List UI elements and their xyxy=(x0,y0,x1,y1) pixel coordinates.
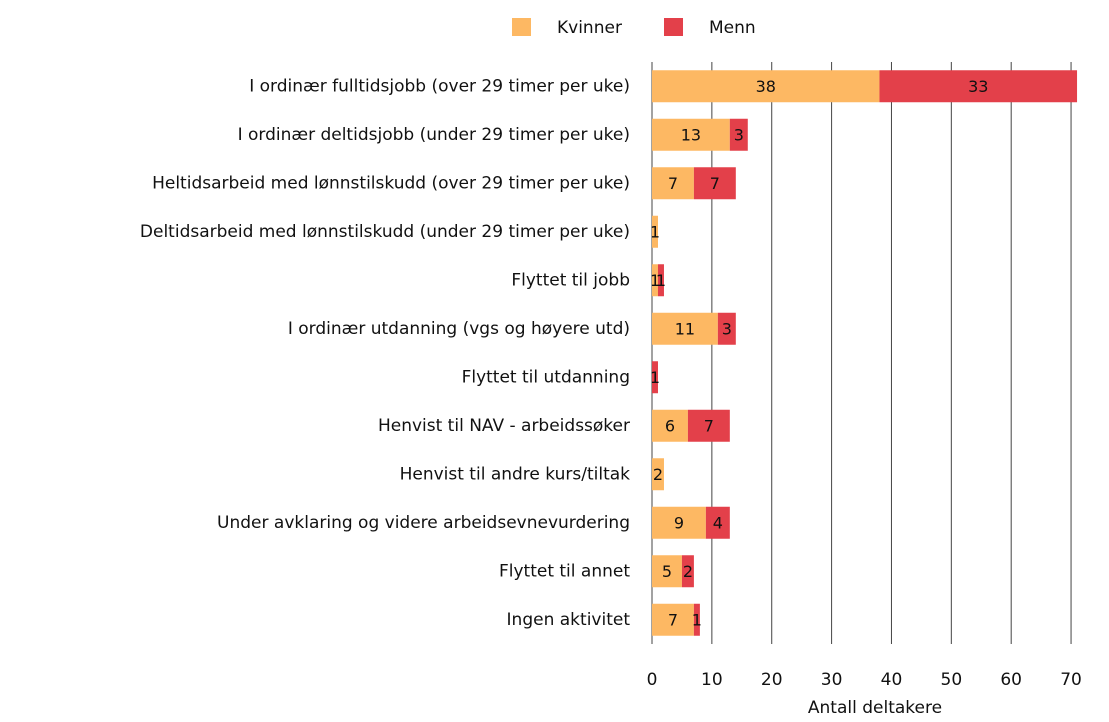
bar-segment xyxy=(729,118,748,151)
data-label: 3 xyxy=(734,125,744,144)
data-label: 6 xyxy=(665,416,675,435)
data-label: 33 xyxy=(968,77,988,96)
y-tick-label: I ordinær fulltidsjobb (over 29 timer pe… xyxy=(249,76,630,96)
data-label: 1 xyxy=(656,271,666,290)
bar-segment xyxy=(652,458,664,491)
y-tick-label: Ingen aktivitet xyxy=(507,610,631,630)
data-label: 7 xyxy=(710,174,720,193)
data-label: 13 xyxy=(681,125,701,144)
data-label: 1 xyxy=(692,610,702,629)
y-tick-label: Henvist til NAV - arbeidssøker xyxy=(378,416,630,436)
legend-swatch xyxy=(664,18,683,36)
y-tick-label: Deltidsarbeid med lønnstilskudd (under 2… xyxy=(140,222,630,242)
y-tick-label: Flyttet til annet xyxy=(499,561,630,581)
bar-segment xyxy=(652,215,658,248)
bar-segment xyxy=(652,361,658,394)
x-tick-label: 50 xyxy=(941,670,963,690)
x-tick-label: 30 xyxy=(821,670,843,690)
data-label: 1 xyxy=(650,368,660,387)
data-label: 4 xyxy=(713,513,723,532)
data-label: 11 xyxy=(675,319,695,338)
data-label: 5 xyxy=(662,562,672,581)
data-label: 7 xyxy=(668,174,678,193)
data-label: 1 xyxy=(650,222,660,241)
bar-segment xyxy=(693,603,700,636)
legend-label: Menn xyxy=(709,18,756,38)
x-axis-title: Antall deltakere xyxy=(808,698,942,718)
y-tick-label: Flyttet til jobb xyxy=(511,270,630,290)
x-tick-label: 20 xyxy=(761,670,783,690)
bar-segment xyxy=(693,167,736,200)
x-tick-label: 70 xyxy=(1060,670,1082,690)
y-tick-label: Flyttet til utdanning xyxy=(462,367,630,387)
y-tick-label: I ordinær utdanning (vgs og høyere utd) xyxy=(288,319,630,339)
bar-segment xyxy=(705,506,730,539)
legend-swatch xyxy=(512,18,531,36)
data-label: 1 xyxy=(650,271,660,290)
bar-segment xyxy=(652,70,880,103)
bar-segment xyxy=(657,264,664,297)
bar-segment xyxy=(717,312,736,345)
bar-segment xyxy=(652,555,682,588)
x-tick-label: 40 xyxy=(881,670,903,690)
bar-segment xyxy=(652,118,730,151)
bar-segment xyxy=(652,312,718,345)
bar-segment xyxy=(681,555,694,588)
y-tick-label: Under avklaring og videre arbeidsevnevur… xyxy=(217,513,630,533)
y-tick-label: Henvist til andre kurs/tiltak xyxy=(400,464,631,484)
bar-segment xyxy=(652,506,706,539)
x-tick-label: 60 xyxy=(1000,670,1022,690)
bar-segment xyxy=(652,264,658,297)
bar-segment xyxy=(652,603,694,636)
data-label: 9 xyxy=(674,513,684,532)
data-label: 7 xyxy=(704,416,714,435)
data-label: 2 xyxy=(683,562,693,581)
y-tick-label: Heltidsarbeid med lønnstilskudd (over 29… xyxy=(152,173,630,193)
data-label: 38 xyxy=(756,77,776,96)
data-label: 3 xyxy=(722,319,732,338)
bar-segment xyxy=(687,409,730,442)
x-tick-label: 10 xyxy=(701,670,723,690)
bar-segment xyxy=(652,409,688,442)
data-label: 2 xyxy=(653,465,663,484)
y-tick-label: I ordinær deltidsjobb (under 29 timer pe… xyxy=(238,125,630,145)
data-label: 7 xyxy=(668,610,678,629)
bar-segment xyxy=(879,70,1078,103)
legend-label: Kvinner xyxy=(557,18,622,38)
x-tick-label: 0 xyxy=(647,670,658,690)
bar-segment xyxy=(652,167,694,200)
